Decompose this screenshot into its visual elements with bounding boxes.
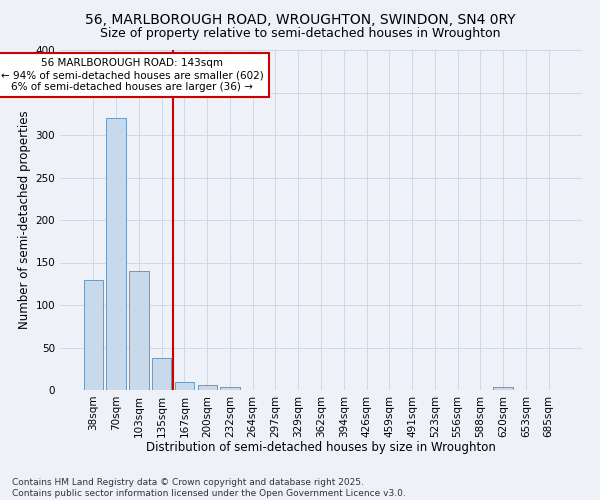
Y-axis label: Number of semi-detached properties: Number of semi-detached properties <box>18 110 31 330</box>
Text: Size of property relative to semi-detached houses in Wroughton: Size of property relative to semi-detach… <box>100 28 500 40</box>
X-axis label: Distribution of semi-detached houses by size in Wroughton: Distribution of semi-detached houses by … <box>146 441 496 454</box>
Text: Contains HM Land Registry data © Crown copyright and database right 2025.
Contai: Contains HM Land Registry data © Crown c… <box>12 478 406 498</box>
Bar <box>152 358 172 390</box>
Bar <box>129 271 149 390</box>
Bar <box>493 388 513 390</box>
Text: 56 MARLBOROUGH ROAD: 143sqm
← 94% of semi-detached houses are smaller (602)
6% o: 56 MARLBOROUGH ROAD: 143sqm ← 94% of sem… <box>1 58 263 92</box>
Bar <box>197 385 217 390</box>
Bar <box>175 382 194 390</box>
Text: 56, MARLBOROUGH ROAD, WROUGHTON, SWINDON, SN4 0RY: 56, MARLBOROUGH ROAD, WROUGHTON, SWINDON… <box>85 12 515 26</box>
Bar <box>106 118 126 390</box>
Bar <box>84 280 103 390</box>
Bar <box>220 388 239 390</box>
